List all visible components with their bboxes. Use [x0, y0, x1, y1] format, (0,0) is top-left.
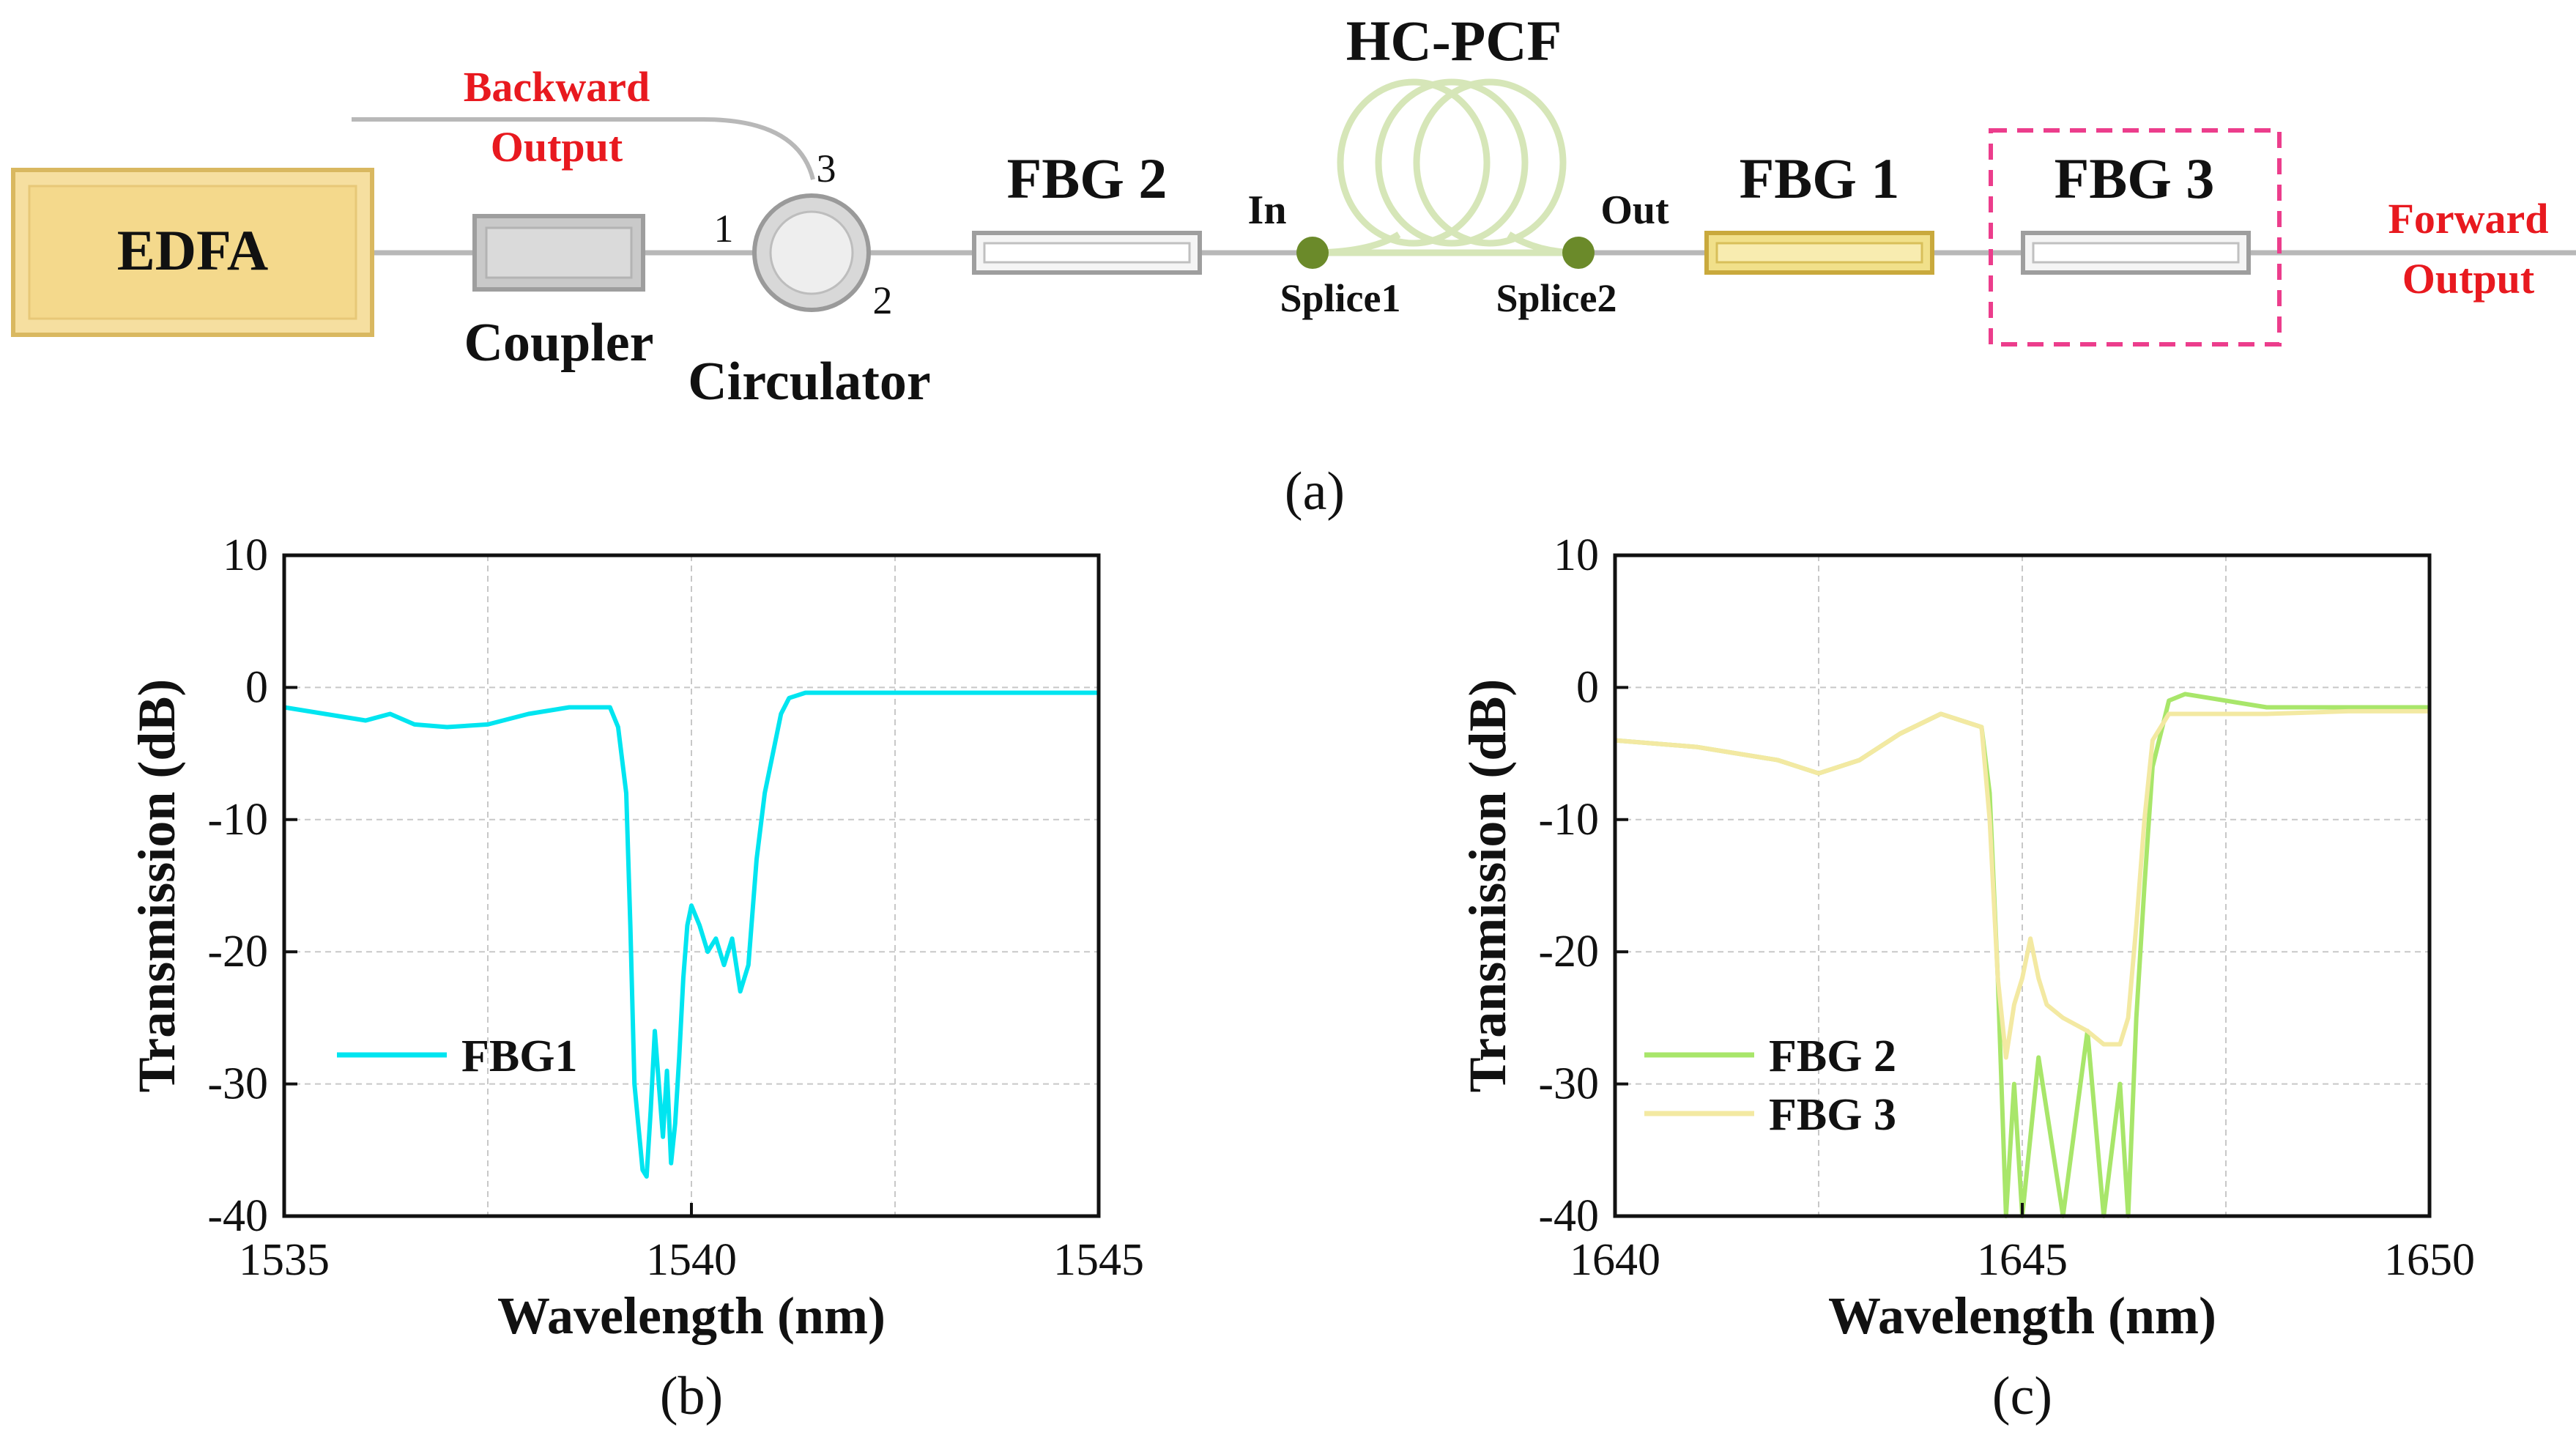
fbg1-grating: FBG 1: [1704, 147, 1934, 275]
y-axis-label: Transmission (dB): [1458, 679, 1517, 1093]
backward-output-line1: Backward: [464, 63, 650, 111]
fbg3-grating: FBG 3: [1989, 128, 2282, 347]
y-tick-label: -30: [207, 1059, 268, 1109]
fbg1-label: FBG 1: [1740, 147, 1900, 210]
chart-fbg2-fbg3: 1640 1645 1650 10 0 -10 -20 -30 -40 Wavelength (n…: [1458, 530, 2475, 1426]
x-tick-label: 1650: [2384, 1235, 2475, 1285]
y-axis-label: Transmission (dB): [127, 679, 186, 1093]
y-tick-label: 10: [1554, 530, 1599, 580]
y-tick-label: -40: [207, 1191, 268, 1241]
splice1-label: Splice1: [1280, 276, 1400, 320]
splice2-label: Splice2: [1496, 276, 1617, 320]
hcpcf-label: HC-PCF: [1346, 9, 1562, 73]
hcpcf-coil: HC-PCF: [1310, 9, 1579, 256]
y-tick-label: -20: [207, 927, 268, 977]
forward-output-line1: Forward: [2388, 195, 2548, 242]
x-tick-label: 1540: [646, 1235, 737, 1285]
edfa-label: EDFA: [117, 218, 269, 282]
backward-fiber: [352, 117, 815, 180]
in-label: In: [1248, 188, 1287, 233]
fbg2-label: FBG 2: [1007, 147, 1168, 210]
splice1-dot: [1296, 237, 1329, 269]
port-2-label: 2: [873, 278, 893, 322]
coupler-label: Coupler: [464, 313, 654, 373]
series-line-fbg1: [283, 690, 1099, 1179]
legend-label: FBG 2: [1769, 1031, 1896, 1081]
forward-output-line2: Output: [2402, 255, 2535, 303]
x-tick-label: 1545: [1053, 1235, 1144, 1285]
chart-caption: (b): [660, 1366, 723, 1426]
circulator-label: Circulator: [688, 352, 931, 412]
x-axis-label: Wavelength (nm): [497, 1286, 886, 1345]
backward-output-line2: Output: [491, 123, 623, 171]
legend-label: FBG 3: [1769, 1090, 1896, 1140]
experimental-setup: EDFA Coupler 1 2 3 Circulator Backward O…: [11, 9, 2576, 522]
port-3-label: 3: [817, 147, 836, 190]
y-tick-label: -10: [207, 795, 268, 845]
edfa-block: EDFA: [11, 168, 374, 337]
y-tick-label: 0: [1576, 662, 1599, 712]
legend-label: FBG1: [461, 1031, 577, 1081]
y-tick-label: -10: [1538, 795, 1599, 845]
coupler: Coupler: [464, 214, 654, 373]
chart-caption: (c): [1992, 1366, 2052, 1426]
x-tick-label: 1535: [239, 1235, 330, 1285]
x-tick-label: 1640: [1570, 1235, 1660, 1285]
x-tick-label: 1645: [1977, 1235, 2068, 1285]
series-line-fbg3: [1614, 708, 2430, 1060]
y-tick-label: -40: [1538, 1191, 1599, 1241]
port-1-label: 1: [714, 207, 734, 251]
fbg2-grating: FBG 2: [972, 147, 1202, 275]
chart-fbg1: 1535 1540 1545 10 0 -10 -20 -30 -40 Wavelength (n…: [127, 530, 1144, 1426]
y-tick-label: -30: [1538, 1059, 1599, 1109]
circulator: 1 2 3 Circulator: [688, 147, 931, 412]
x-axis-label: Wavelength (nm): [1828, 1286, 2216, 1345]
fbg3-label: FBG 3: [2055, 147, 2215, 210]
splice2-dot: [1562, 237, 1595, 269]
y-tick-label: -20: [1538, 927, 1599, 977]
out-label: Out: [1600, 188, 1669, 233]
caption-a: (a): [1285, 462, 1345, 522]
y-tick-label: 10: [223, 530, 268, 580]
y-tick-label: 0: [245, 662, 268, 712]
